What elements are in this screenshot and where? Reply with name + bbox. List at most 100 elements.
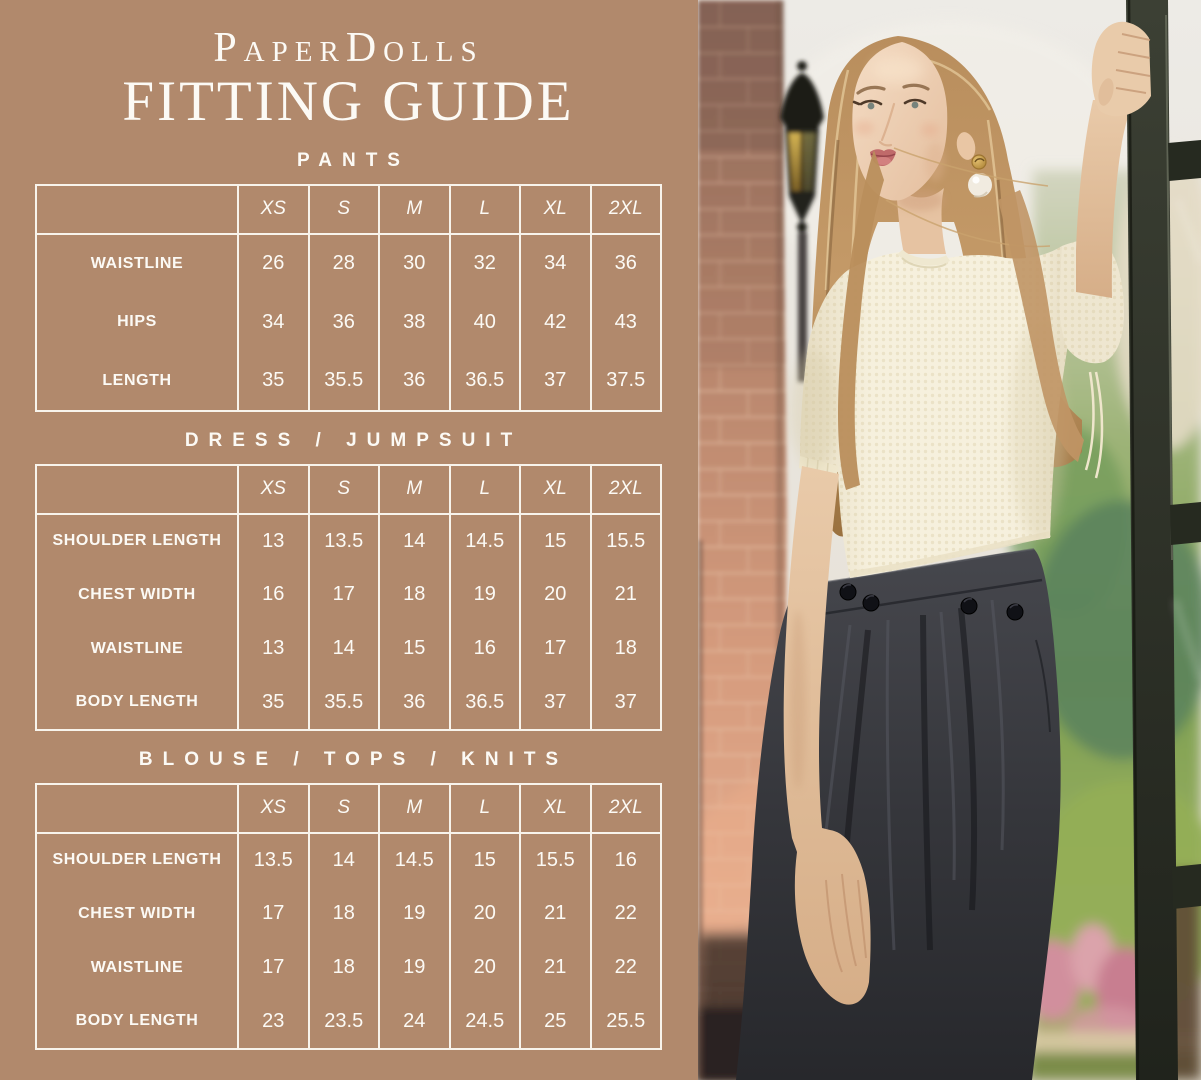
measurement-value: 14 [307,832,379,887]
measurement-label: SHOULDER LENGTH [52,851,222,869]
measurement-value: 30 [378,233,450,293]
measurement-value: 21 [519,886,591,941]
hanging-arm [783,466,871,1005]
measurement-value: 15.5 [519,832,591,887]
measurement-value: 23 [237,994,309,1049]
measurement-row: BODY LENGTH 35 35.5 36 36.5 37 37 [36,675,661,730]
size-table: XS S M L XL 2XL SHOULDER LENGTH 13 13.5 14 14.5 15 1… [35,463,662,731]
measurement-label: BODY LENGTH [75,1012,199,1030]
raised-arm [1076,100,1136,298]
measurement-label: BODY LENGTH [75,693,199,711]
front-hair-lock-right [998,190,1084,462]
size-column-header: 2XL [589,184,661,235]
measurement-value: 35.5 [307,351,379,411]
measurement-value: 24.5 [448,994,520,1049]
gripping-hand [1091,21,1151,117]
measurement-value: 37.5 [589,351,661,411]
measurement-value: 16 [589,832,661,887]
measurement-value: 13.5 [237,832,309,887]
measurement-value: 28 [307,233,379,293]
size-table: XS S M L XL 2XL WAISTLINE 26 28 30 32 34 36 HIPS 34 36 3… [35,183,662,412]
size-column-header: M [378,184,450,235]
measurement-label: CHEST WIDTH [78,585,196,603]
measurement-value: 20 [448,940,520,995]
measurement-value: 17 [237,940,309,995]
section-heading: DRESS / JUMPSUIT [184,429,523,451]
measurement-value: 15 [448,832,520,887]
glass-reflections [1171,198,1201,682]
measurement-value: 25 [519,994,591,1049]
measurement-value: 16 [448,621,520,676]
measurement-row: CHEST WIDTH 17 18 19 20 21 22 [36,886,661,941]
measurement-value: 13 [237,621,309,676]
measurement-value: 18 [307,940,379,995]
measurement-value: 14 [307,621,379,676]
size-column-header: S [307,783,379,834]
empty-header-cell [36,783,238,834]
measurement-value: 25.5 [589,994,661,1049]
size-column-header: XL [519,783,591,834]
fitting-guide-panel: PaperDolls FITTING GUIDE PANTS XS S M L XL 2XL… [35,0,662,1050]
measurement-value: 18 [307,886,379,941]
measurement-value: 13.5 [307,513,379,568]
size-column-header: M [378,783,450,834]
drawstrings [1084,371,1104,479]
measurement-value: 34 [237,292,309,352]
size-column-header: XL [519,464,591,515]
size-column-header: XS [237,783,309,834]
measurement-row: WAISTLINE 17 18 19 20 21 22 [36,940,661,995]
measurement-row: WAISTLINE 13 14 15 16 17 18 [36,621,661,676]
measurement-value: 43 [589,292,661,352]
section-heading: BLOUSE / TOPS / KNITS [138,748,569,770]
size-column-header: L [448,783,520,834]
measurement-value: 35 [237,351,309,411]
measurement-value: 20 [448,886,520,941]
measurement-value: 15.5 [589,513,661,568]
measurement-value: 14.5 [378,832,450,887]
measurement-value: 21 [589,567,661,622]
window-frame [1126,0,1201,1080]
model-figure [736,36,1136,1080]
measurement-value: 42 [519,292,591,352]
measurement-label: CHEST WIDTH [78,904,196,922]
trousers [736,548,1061,1080]
size-header-row: XS S M L XL 2XL [36,783,661,834]
measurement-value: 18 [378,567,450,622]
measurement-value: 36.5 [448,675,520,730]
measurement-value: 26 [237,233,309,293]
measurement-value: 32 [448,233,520,293]
measurement-value: 38 [378,292,450,352]
measurement-value: 14.5 [448,513,520,568]
measurement-value: 37 [519,675,591,730]
measurement-value: 15 [519,513,591,568]
measurement-value: 19 [448,567,520,622]
measurement-value: 17 [519,621,591,676]
measurement-value: 36 [378,351,450,411]
size-column-header: 2XL [589,783,661,834]
waist-buttons [839,583,1024,621]
size-column-header: XL [519,184,591,235]
size-column-header: S [307,464,379,515]
measurement-value: 36.5 [448,351,520,411]
front-hair-lock [838,150,884,490]
measurement-row: SHOULDER LENGTH 13.5 14 14.5 15 15.5 16 [36,832,661,887]
measurement-value: 37 [589,675,661,730]
measurement-row: SHOULDER LENGTH 13 13.5 14 14.5 15 15.5 [36,513,661,568]
measurement-value: 35.5 [307,675,379,730]
measurement-value: 14 [378,513,450,568]
empty-header-cell [36,464,238,515]
measurement-row: BODY LENGTH 23 23.5 24 24.5 25 25.5 [36,994,661,1049]
size-column-header: L [448,184,520,235]
measurement-value: 23.5 [307,994,379,1049]
measurement-label: HIPS [117,313,157,331]
pearl-earring [968,154,992,198]
size-header-row: XS S M L XL 2XL [36,184,661,235]
brand-name: PaperDolls [213,25,484,71]
measurement-value: 20 [519,567,591,622]
measurement-value: 40 [448,292,520,352]
measurement-value: 19 [378,940,450,995]
empty-header-cell [36,184,238,235]
size-column-header: L [448,464,520,515]
page-title: FITTING GUIDE [122,70,575,134]
measurement-value: 16 [237,567,309,622]
